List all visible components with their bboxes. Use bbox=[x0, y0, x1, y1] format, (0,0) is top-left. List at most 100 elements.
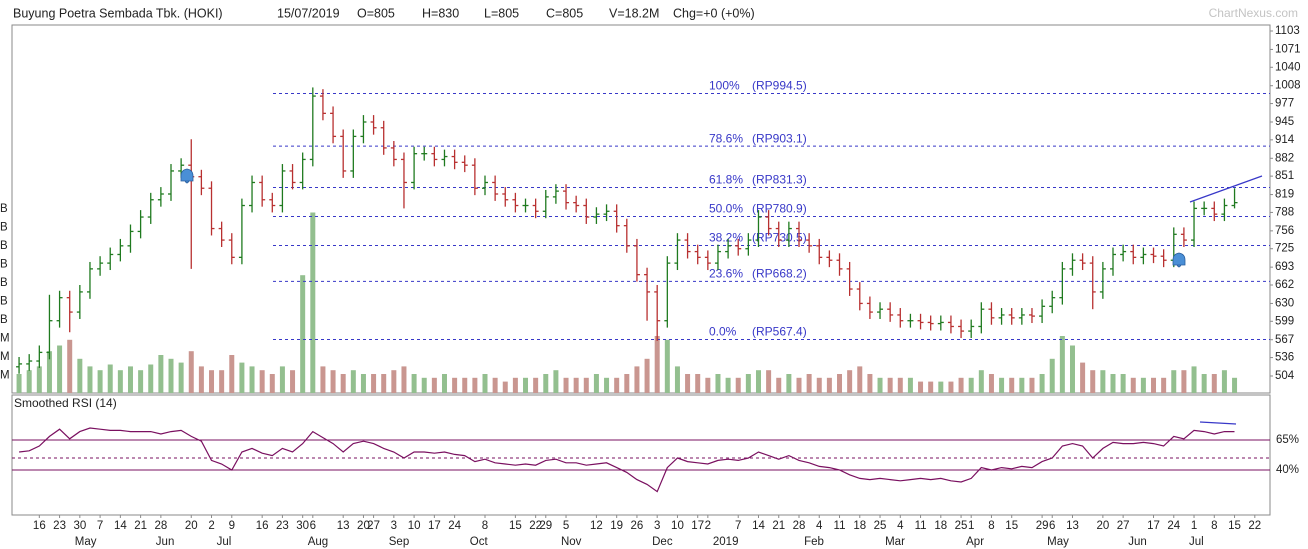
volume-bar bbox=[411, 374, 417, 393]
volume-bar bbox=[97, 370, 103, 393]
x-tick-label: 15 bbox=[1228, 520, 1241, 532]
x-tick-label: 16 bbox=[33, 520, 46, 532]
fib-value: (RP567.4) bbox=[752, 325, 807, 339]
x-tick-label: 20 bbox=[357, 520, 370, 532]
volume-bar bbox=[583, 377, 589, 393]
volume-bar bbox=[209, 370, 215, 393]
volume-bar bbox=[178, 362, 184, 393]
volume-bar bbox=[907, 377, 913, 393]
y-tick-label: 567 bbox=[1275, 334, 1294, 346]
x-tick-label: 8 bbox=[482, 520, 488, 532]
volume-bar bbox=[573, 377, 579, 393]
volume-bar bbox=[492, 377, 498, 393]
x-tick-label: 24 bbox=[1167, 520, 1180, 532]
volume-bar bbox=[1069, 345, 1075, 393]
volume-bar bbox=[107, 364, 113, 393]
volume-bar bbox=[239, 362, 245, 393]
x-tick-label: 7 bbox=[97, 520, 103, 532]
volume-bar bbox=[1039, 374, 1045, 393]
volume-bar bbox=[320, 366, 326, 393]
x-tick-label: 8 bbox=[1211, 520, 1217, 532]
volume-bar bbox=[1161, 377, 1167, 393]
x-tick-label: 28 bbox=[154, 520, 167, 532]
volume-bar bbox=[705, 377, 711, 393]
volume-bar bbox=[16, 374, 22, 393]
volume-bar bbox=[847, 370, 853, 393]
volume-bar bbox=[168, 358, 174, 393]
volume-bar bbox=[523, 377, 529, 393]
x-month-label: Jun bbox=[156, 536, 175, 548]
volume-bar bbox=[117, 370, 123, 393]
x-tick-label: 9 bbox=[229, 520, 235, 532]
x-month-label: Oct bbox=[470, 536, 489, 548]
x-month-label: Jun bbox=[1128, 536, 1147, 548]
y-tick-label: 1040 bbox=[1275, 61, 1301, 73]
x-tick-label: 17 bbox=[1147, 520, 1160, 532]
x-month-label: May bbox=[1047, 536, 1069, 548]
volume-bar bbox=[624, 374, 630, 393]
volume-bar bbox=[796, 377, 802, 393]
volume-bar bbox=[1211, 374, 1217, 393]
fib-level: 50.0% bbox=[709, 202, 743, 216]
trend-line bbox=[1189, 175, 1263, 203]
volume-bar bbox=[968, 377, 974, 393]
volume-axis-label: B bbox=[0, 203, 8, 215]
volume-bar bbox=[310, 212, 316, 393]
volume-bar bbox=[462, 377, 468, 393]
x-tick-label: 29 bbox=[1036, 520, 1049, 532]
x-month-label: May bbox=[75, 536, 97, 548]
volume-bar bbox=[472, 377, 478, 393]
x-month-label: Apr bbox=[966, 536, 984, 548]
y-tick-label: 756 bbox=[1275, 225, 1294, 237]
quote-close: C=805 bbox=[546, 6, 583, 20]
x-month-label: Aug bbox=[308, 536, 328, 548]
volume-bar bbox=[57, 345, 63, 393]
chart-title: Buyung Poetra Sembada Tbk. (HOKI) bbox=[13, 6, 223, 20]
volume-bar bbox=[219, 370, 225, 393]
x-tick-label: 6 bbox=[310, 520, 316, 532]
volume-bar bbox=[776, 377, 782, 393]
x-tick-label: 2 bbox=[208, 520, 214, 532]
x-tick-label: 12 bbox=[590, 520, 603, 532]
volume-bar bbox=[512, 377, 518, 393]
volume-axis-label: B bbox=[0, 259, 8, 271]
volume-axis-label: B bbox=[0, 314, 8, 326]
volume-bar bbox=[391, 370, 397, 393]
x-tick-label: 18 bbox=[934, 520, 947, 532]
volume-bar bbox=[674, 366, 680, 393]
y-tick-label: 536 bbox=[1275, 352, 1294, 364]
volume-bar bbox=[371, 374, 377, 393]
volume-bar bbox=[1019, 377, 1025, 393]
volume-bar bbox=[1130, 377, 1136, 393]
volume-bar bbox=[1029, 377, 1035, 393]
volume-bar bbox=[360, 374, 366, 393]
x-tick-label: 15 bbox=[509, 520, 522, 532]
x-month-label: Nov bbox=[561, 536, 582, 548]
volume-bar bbox=[786, 374, 792, 393]
volume-bar bbox=[1080, 362, 1086, 393]
volume-bar bbox=[431, 377, 437, 393]
volume-bar bbox=[826, 377, 832, 393]
x-tick-label: 20 bbox=[185, 520, 198, 532]
volume-bar bbox=[401, 366, 407, 393]
fib-value: (RP668.2) bbox=[752, 267, 807, 281]
rsi-title: Smoothed RSI (14) bbox=[14, 396, 117, 410]
price-panel bbox=[11, 24, 1271, 394]
y-tick-label: 599 bbox=[1275, 315, 1294, 327]
rsi-panel bbox=[11, 394, 1271, 516]
volume-axis-label: B bbox=[0, 277, 8, 289]
volume-bar bbox=[1140, 377, 1146, 393]
volume-bar bbox=[502, 381, 508, 393]
x-month-label: Dec bbox=[652, 536, 673, 548]
volume-bar bbox=[158, 355, 164, 393]
volume-bar bbox=[725, 377, 731, 393]
quote-volume: V=18.2M bbox=[609, 6, 659, 20]
volume-bar bbox=[1059, 336, 1065, 393]
volume-bar bbox=[350, 370, 356, 393]
volume-bar bbox=[715, 374, 721, 393]
x-month-label: Sep bbox=[389, 536, 409, 548]
y-tick-label: 1008 bbox=[1275, 80, 1301, 92]
volume-bar bbox=[593, 374, 599, 393]
volume-bar bbox=[1009, 377, 1015, 393]
x-tick-label: 19 bbox=[610, 520, 623, 532]
